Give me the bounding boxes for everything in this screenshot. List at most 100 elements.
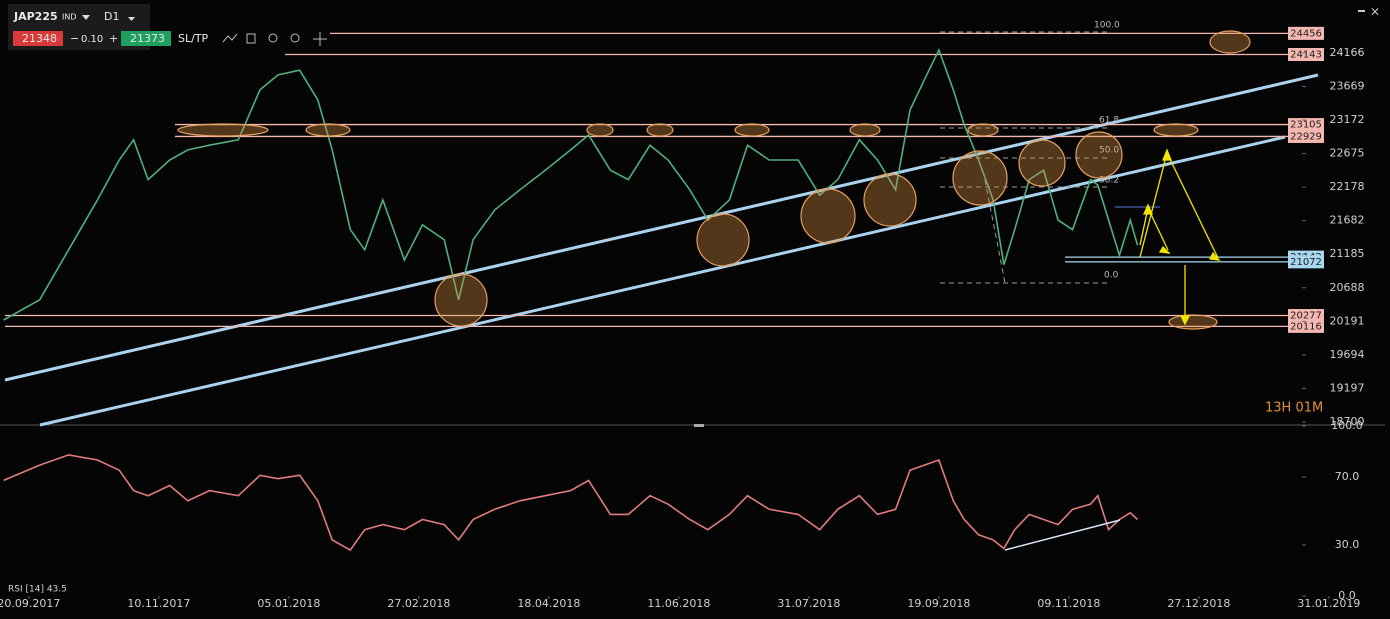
x-tick-label: 18.04.2018 [517,597,580,610]
x-tick-label: 27.12.2018 [1167,597,1230,610]
highlight [434,273,488,327]
symbol[interactable]: JAP225 [13,10,58,23]
y-tick-label: 20688 [1330,281,1365,294]
arrow-head [1179,315,1191,326]
fib-label: 0.0 [1104,271,1119,281]
fib-label: 100.0 [1094,21,1120,31]
level-tag [1288,47,1324,61]
series-line [3,454,1139,552]
level-tag [1288,129,1324,143]
level-label: 22929 [1290,131,1322,142]
highlight [849,123,881,137]
arrow-head [1142,203,1154,215]
highlight [734,123,770,137]
timeframe[interactable]: D1 [104,10,119,23]
y-tick-label: 30.0 [1335,538,1360,551]
close[interactable]: × [1370,5,1380,19]
sell-button[interactable] [13,31,63,46]
level-label: 23105 [1290,120,1322,131]
level-label: 24143 [1290,49,1322,60]
tool-icon[interactable] [268,33,278,43]
instrument-kind: IND [62,13,77,22]
level-tag [1288,309,1324,323]
y-tick-label: 19694 [1330,348,1365,361]
x-tick-label: 10.11.2017 [127,597,190,610]
tool-icon[interactable] [313,32,327,46]
fib-label: 61.8 [1099,116,1119,126]
x-tick-label: 27.02.2018 [387,597,450,610]
plus[interactable]: + [109,32,118,45]
arrow-head [1158,245,1171,254]
levels: 2445624143231052292921142210722027720116 [5,26,1324,333]
x-tick-label: 11.06.2018 [647,597,710,610]
rsi-trend-line [1004,519,1121,551]
highlight [177,123,269,137]
fib-label: 50.0 [1099,146,1119,156]
tool-icon[interactable] [222,33,238,43]
ask[interactable]: 21373 [130,32,165,45]
tool-icon[interactable] [246,33,256,44]
timer: 13H 01M [1265,401,1323,416]
highlights [177,30,1251,330]
level-label: 20277 [1290,311,1322,322]
x-tick-label: 31.01.2019 [1297,597,1360,610]
y-tick-label: 22675 [1330,147,1365,160]
rsi-label: RSI [14] 43.5 [8,585,67,595]
highlight [1153,123,1199,137]
level-tag [1288,255,1324,269]
highlight [586,123,614,137]
highlight [1168,314,1218,330]
divider-handle[interactable] [694,424,704,427]
plot [3,47,1330,599]
highlight [1075,131,1123,179]
level-tag [1288,26,1324,40]
trend-line [39,135,1286,427]
level-label: 24456 [1290,28,1322,39]
y-tick-label: 21682 [1330,214,1365,227]
highlight [952,150,1008,206]
minimize[interactable] [1358,10,1365,12]
y-tick-label: 100.0 [1331,419,1363,432]
highlight [305,123,351,137]
arrows [1139,148,1221,326]
spread: 0.10 [81,34,103,45]
dropdown[interactable] [128,17,135,21]
highlight [646,123,674,137]
x-tick-label: 05.01.2018 [257,597,320,610]
y-tick-label: 18700 [1330,415,1365,428]
x-tick-label: 09.11.2018 [1037,597,1100,610]
y-tick-label: 0.0 [1338,589,1356,602]
y-tick-label: 20191 [1330,314,1365,327]
dropdown[interactable] [82,15,90,20]
level-tag [1288,118,1324,132]
y-tick-label: 23669 [1330,79,1365,92]
highlight [863,173,917,227]
level-tag [1288,319,1324,333]
level-label: 21072 [1290,257,1322,268]
bid[interactable]: 21348 [22,32,57,45]
y-tick-label: 21185 [1330,247,1365,260]
highlight [1018,139,1066,187]
level-label: 20116 [1290,321,1322,332]
tool-icon[interactable] [290,33,300,43]
x-tick-label: 20.09.2017 [0,597,60,610]
sl-tp[interactable]: SL/TP [178,32,209,45]
y-tick-label: 22178 [1330,180,1365,193]
highlight [800,188,856,244]
y-tick-label: 70.0 [1335,470,1360,483]
trend-line [4,73,1319,382]
x-tick-label: 19.09.2018 [907,597,970,610]
highlight [696,213,750,267]
y-tick-label: 24166 [1330,46,1365,59]
minus[interactable]: − [70,32,79,45]
series-line [3,47,1139,321]
arrow-head [1162,148,1172,161]
buy-button[interactable] [121,31,171,46]
fib-label: 38.2 [1099,176,1119,186]
y-tick-label: 19197 [1330,381,1365,394]
highlight [967,123,999,137]
tool-icons[interactable] [222,32,327,46]
y-tick-label: 23172 [1330,113,1365,126]
